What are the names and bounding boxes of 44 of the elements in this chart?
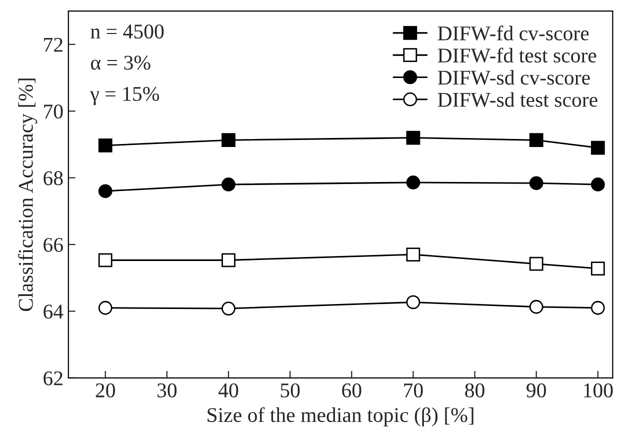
legend-label: DIFW-fd cv-score	[438, 26, 589, 41]
point	[406, 295, 420, 310]
point	[590, 300, 605, 315]
x-tick-label: 30	[158, 383, 177, 398]
y-tick-label: 68	[44, 171, 63, 186]
point	[222, 253, 236, 268]
point	[222, 178, 236, 192]
point	[98, 300, 112, 315]
y-tick-label: 70	[44, 104, 63, 119]
y-tick-label: 72	[44, 38, 62, 52]
legend-label: DIFW-sd test score	[438, 92, 598, 107]
y-tick-label: 66	[44, 238, 63, 252]
point	[590, 178, 605, 192]
point	[98, 184, 112, 198]
x-tick-label: 90	[526, 383, 546, 398]
annotation: γ = 15%	[90, 86, 160, 106]
y-tick-label: 62	[44, 371, 62, 386]
point	[98, 138, 112, 152]
point	[222, 302, 236, 316]
x-tick-label: 50	[280, 383, 300, 398]
point	[590, 262, 605, 276]
point	[406, 130, 420, 145]
point	[98, 253, 112, 268]
y-tick-label: 64	[44, 304, 64, 319]
point	[406, 248, 420, 262]
x-tick-label: 80	[465, 383, 484, 398]
x-tick-label: 60	[342, 383, 362, 398]
x-tick-label: 100	[584, 383, 613, 398]
point	[590, 140, 605, 155]
point	[529, 176, 544, 190]
x-tick-label: 40	[218, 383, 238, 398]
annotation: α = 3%	[90, 56, 150, 70]
legend-label: DIFW-fd test score	[438, 48, 596, 63]
y-axis-title: Classification Accuracy [%]	[18, 78, 38, 312]
point	[406, 176, 420, 190]
point	[529, 133, 544, 148]
annotation: n = 4500	[90, 24, 164, 39]
point	[222, 133, 236, 148]
x-tick-label: 70	[404, 383, 423, 398]
point	[529, 300, 544, 314]
x-tick-label: 20	[96, 383, 115, 398]
x-axis-title: Size of the median topic (β) [%]	[208, 407, 474, 426]
legend-label: DIFW-sd cv-score	[438, 70, 590, 85]
point	[529, 256, 544, 271]
